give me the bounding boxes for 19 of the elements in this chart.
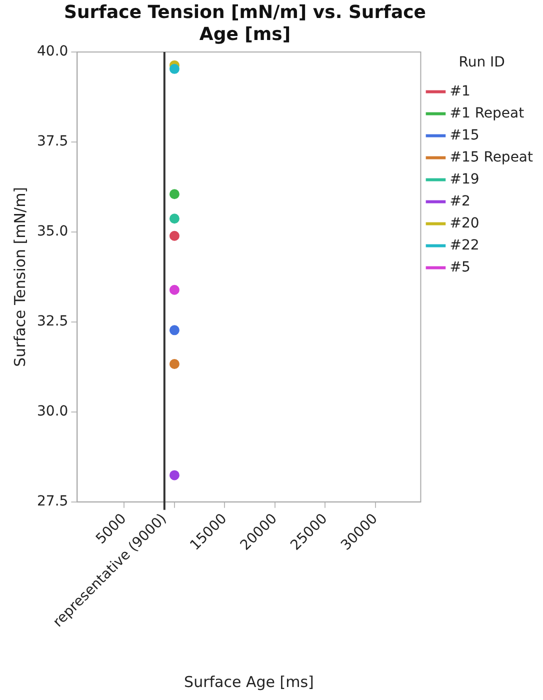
- legend-label: #20: [450, 215, 480, 232]
- legend-label: #19: [450, 171, 480, 188]
- legend-label: #2: [450, 193, 470, 210]
- legend-label: #1 Repeat: [450, 105, 525, 122]
- legend-label: #22: [450, 237, 480, 254]
- y-axis-title: Surface Tension [mN/m]: [10, 186, 29, 367]
- legend-title: Run ID: [458, 54, 505, 71]
- legend-label: #1: [450, 83, 470, 100]
- y-tick-label: 35.0: [37, 224, 68, 240]
- y-tick-label: 40.0: [37, 44, 68, 60]
- y-tick-label: 27.5: [37, 493, 68, 510]
- y-tick-label: 37.5: [37, 134, 68, 150]
- chart-title: Surface Tension [mN/m] vs. Surface Age [ms]: [64, 2, 426, 45]
- legend-label: #15 Repeat: [450, 149, 534, 166]
- y-tick-label: 32.5: [37, 314, 68, 330]
- x-axis-title: Surface Age [ms]: [184, 672, 314, 691]
- y-tick-label: 30.0: [37, 404, 68, 420]
- legend-label: #15: [450, 127, 480, 144]
- legend-label: #5: [450, 259, 470, 276]
